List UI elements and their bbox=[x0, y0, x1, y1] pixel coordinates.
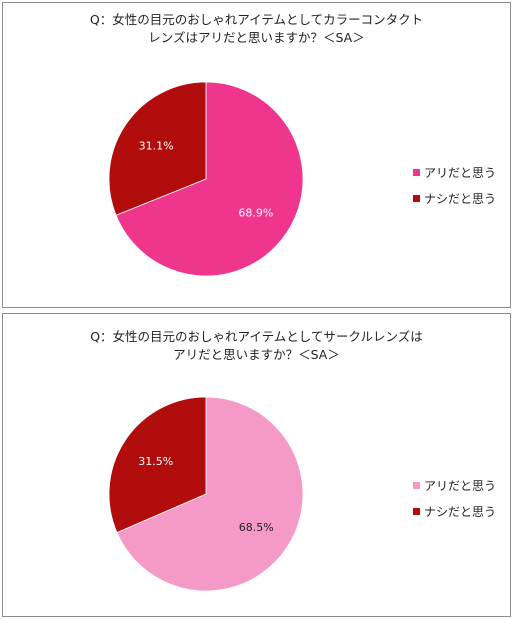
legend-label-yes: アリだと思う bbox=[424, 478, 497, 493]
legend-swatch-no bbox=[413, 194, 420, 202]
legend-item-yes: アリだと思う bbox=[413, 159, 496, 185]
legend-item-no: ナシだと思う bbox=[413, 498, 496, 524]
legend-item-no: ナシだと思う bbox=[413, 185, 496, 211]
legend-label-yes: アリだと思う bbox=[424, 165, 497, 180]
chart-panel-top: Q：女性の目元のおしゃれアイテムとしてカラーコンタクト レンズはアリだと思います… bbox=[2, 2, 511, 308]
legend-swatch-no bbox=[413, 507, 420, 515]
legend-label-no: ナシだと思う bbox=[424, 504, 497, 519]
chart-title: Q：女性の目元のおしゃれアイテムとしてサークルレンズは アリだと思いますか？＜S… bbox=[90, 329, 423, 362]
data-label-no: 31.5% bbox=[138, 455, 173, 468]
data-label-no: 31.1% bbox=[139, 139, 174, 152]
pie-chart: 68.5% 31.5% bbox=[108, 396, 304, 592]
legend-label-no: ナシだと思う bbox=[424, 191, 497, 206]
pie-slice-yes bbox=[116, 396, 304, 592]
legend-swatch-yes bbox=[413, 481, 420, 489]
legend-item-yes: アリだと思う bbox=[413, 472, 496, 498]
pie-slice-no bbox=[108, 396, 207, 534]
pie-slice-yes bbox=[115, 81, 304, 277]
data-label-yes: 68.9% bbox=[238, 207, 273, 220]
data-label-yes: 68.5% bbox=[239, 521, 274, 534]
chart-panel-bottom: Q：女性の目元のおしゃれアイテムとしてサークルレンズは アリだと思いますか？＜S… bbox=[2, 313, 511, 617]
pie-chart: 68.9% 31.1% bbox=[108, 81, 304, 277]
chart-title: Q：女性の目元のおしゃれアイテムとしてカラーコンタクト レンズはアリだと思います… bbox=[89, 12, 424, 45]
legend: アリだと思う ナシだと思う bbox=[413, 159, 496, 211]
legend: アリだと思う ナシだと思う bbox=[413, 472, 496, 524]
pie-slice-no bbox=[108, 81, 207, 216]
legend-swatch-yes bbox=[413, 168, 420, 176]
